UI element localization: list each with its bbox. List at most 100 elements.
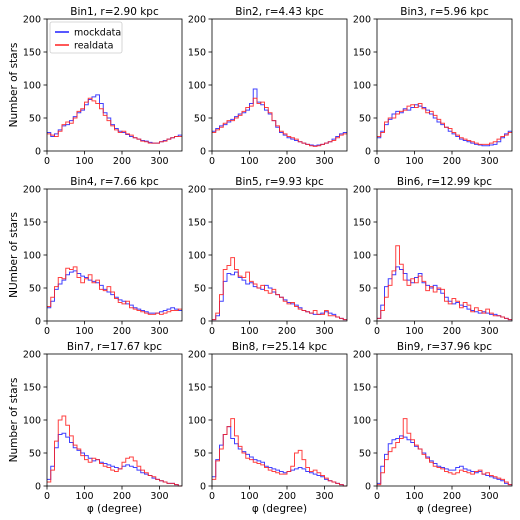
y-tick-label: 50 xyxy=(359,448,371,459)
y-tick-label: 0 xyxy=(35,316,41,327)
x-tick-label: 200 xyxy=(443,326,461,337)
legend-label: mockdata xyxy=(74,27,121,38)
x-tick-label: 100 xyxy=(240,156,258,167)
y-tick-label: 100 xyxy=(188,80,206,91)
y-tick-label: 100 xyxy=(188,250,206,261)
y-tick-label: 150 xyxy=(23,217,41,228)
y-tick-label: 0 xyxy=(365,316,371,327)
y-tick-label: 50 xyxy=(29,448,41,459)
panel-1: 0 100 200 300 0 50 100 150 200 Bin1, r=2.90 kpc Nu… xyxy=(8,6,183,167)
x-tick-label: 0 xyxy=(209,156,215,167)
x-tick-label: 300 xyxy=(150,326,168,337)
x-tick-label: 0 xyxy=(374,156,380,167)
y-tick-label: 50 xyxy=(29,113,41,124)
x-tick-label: 300 xyxy=(150,491,168,502)
x-tick-label: 200 xyxy=(278,491,296,502)
y-tick-label: 150 xyxy=(188,217,206,228)
y-tick-label: 0 xyxy=(200,146,206,157)
x-axis-title: φ (degree) xyxy=(417,503,472,515)
y-tick-label: 150 xyxy=(353,47,371,58)
series-line-mockdata xyxy=(212,88,347,147)
y-tick-label: 150 xyxy=(23,47,41,58)
series-line-mockdata xyxy=(212,426,347,487)
panel-4: 0 100 200 300 0 50 100 150 200 Bin4, r=7.66 kpc NU… xyxy=(8,176,183,337)
y-tick-label: 200 xyxy=(23,184,41,195)
series-line-realdata xyxy=(47,97,182,144)
y-tick-label: 200 xyxy=(353,14,371,25)
y-tick-label: 100 xyxy=(23,80,41,91)
x-tick-label: 100 xyxy=(240,326,258,337)
x-tick-label: 0 xyxy=(209,326,215,337)
y-tick-label: 0 xyxy=(365,146,371,157)
x-tick-label: 300 xyxy=(480,326,498,337)
panel-6: 0 100 200 300 0 50 100 150 200 Bin6, r=12.99 kpc xyxy=(353,176,513,337)
y-tick-label: 150 xyxy=(353,382,371,393)
y-tick-label: 0 xyxy=(200,481,206,492)
y-tick-label: 100 xyxy=(353,415,371,426)
x-tick-label: 300 xyxy=(480,156,498,167)
x-tick-label: 200 xyxy=(443,491,461,502)
x-tick-label: 0 xyxy=(374,491,380,502)
y-tick-label: 200 xyxy=(188,14,206,25)
x-tick-label: 100 xyxy=(75,491,93,502)
y-tick-label: 50 xyxy=(194,283,206,294)
x-tick-label: 100 xyxy=(75,326,93,337)
plot-frame xyxy=(46,188,183,322)
y-tick-label: 100 xyxy=(23,250,41,261)
series-line-mockdata xyxy=(377,435,512,486)
panel-9: 0 100 200 300 0 50 100 150 200 Bin9, r=37.96 kpc φ… xyxy=(353,341,513,515)
x-axis-title: φ (degree) xyxy=(252,503,307,515)
y-tick-label: 150 xyxy=(23,382,41,393)
panel-title: Bin4, r=7.66 kpc xyxy=(70,176,159,188)
y-tick-label: 0 xyxy=(35,481,41,492)
series-line-mockdata xyxy=(47,432,182,487)
x-tick-label: 300 xyxy=(315,156,333,167)
x-tick-label: 100 xyxy=(405,156,423,167)
y-tick-label: 150 xyxy=(353,217,371,228)
legend-label: realdata xyxy=(74,40,113,51)
panel-2: 0 100 200 300 0 50 100 150 200 Bin2, r=4.43 kpc xyxy=(188,6,348,167)
y-axis-title: Number of stars xyxy=(8,378,20,463)
y-tick-label: 50 xyxy=(359,113,371,124)
x-tick-label: 0 xyxy=(44,491,50,502)
x-tick-label: 300 xyxy=(315,491,333,502)
panel-title: Bin9, r=37.96 kpc xyxy=(397,341,492,353)
x-tick-label: 0 xyxy=(44,156,50,167)
y-tick-label: 200 xyxy=(188,349,206,360)
x-tick-label: 200 xyxy=(113,326,131,337)
series-line-realdata xyxy=(212,97,347,147)
panel-title: Bin7, r=17.67 kpc xyxy=(67,341,162,353)
panel-7: 0 100 200 300 0 50 100 150 200 Bin7, r=17.67 kpc N… xyxy=(8,341,183,515)
y-tick-label: 200 xyxy=(353,184,371,195)
panel-title: Bin6, r=12.99 kpc xyxy=(397,176,492,188)
panel-5: 0 100 200 300 0 50 100 150 200 Bin5, r=9.93 kpc xyxy=(188,176,348,337)
y-tick-label: 50 xyxy=(359,283,371,294)
plot-frame xyxy=(211,353,348,487)
plot-frame xyxy=(211,188,348,322)
y-tick-label: 200 xyxy=(353,349,371,360)
legend: mockdata realdata xyxy=(49,21,123,54)
x-tick-label: 300 xyxy=(480,491,498,502)
y-tick-label: 100 xyxy=(353,250,371,261)
series-line-realdata xyxy=(212,418,347,487)
panel-3: 0 100 200 300 0 50 100 150 200 Bin3, r=5.96 kpc xyxy=(353,6,513,167)
y-tick-label: 0 xyxy=(35,146,41,157)
series-line-realdata xyxy=(47,415,182,487)
y-axis-title: Number of stars xyxy=(8,43,20,128)
x-tick-label: 0 xyxy=(209,491,215,502)
series-line-mockdata xyxy=(47,270,182,314)
y-tick-label: 50 xyxy=(194,113,206,124)
x-tick-label: 0 xyxy=(44,326,50,337)
y-tick-label: 200 xyxy=(23,14,41,25)
panel-title: Bin2, r=4.43 kpc xyxy=(235,6,324,18)
x-tick-label: 100 xyxy=(405,326,423,337)
x-tick-label: 200 xyxy=(443,156,461,167)
x-tick-label: 200 xyxy=(113,156,131,167)
y-tick-label: 200 xyxy=(188,184,206,195)
y-tick-label: 100 xyxy=(23,415,41,426)
y-tick-label: 50 xyxy=(194,448,206,459)
y-tick-label: 0 xyxy=(365,481,371,492)
x-tick-label: 100 xyxy=(75,156,93,167)
series-line-mockdata xyxy=(47,94,182,144)
